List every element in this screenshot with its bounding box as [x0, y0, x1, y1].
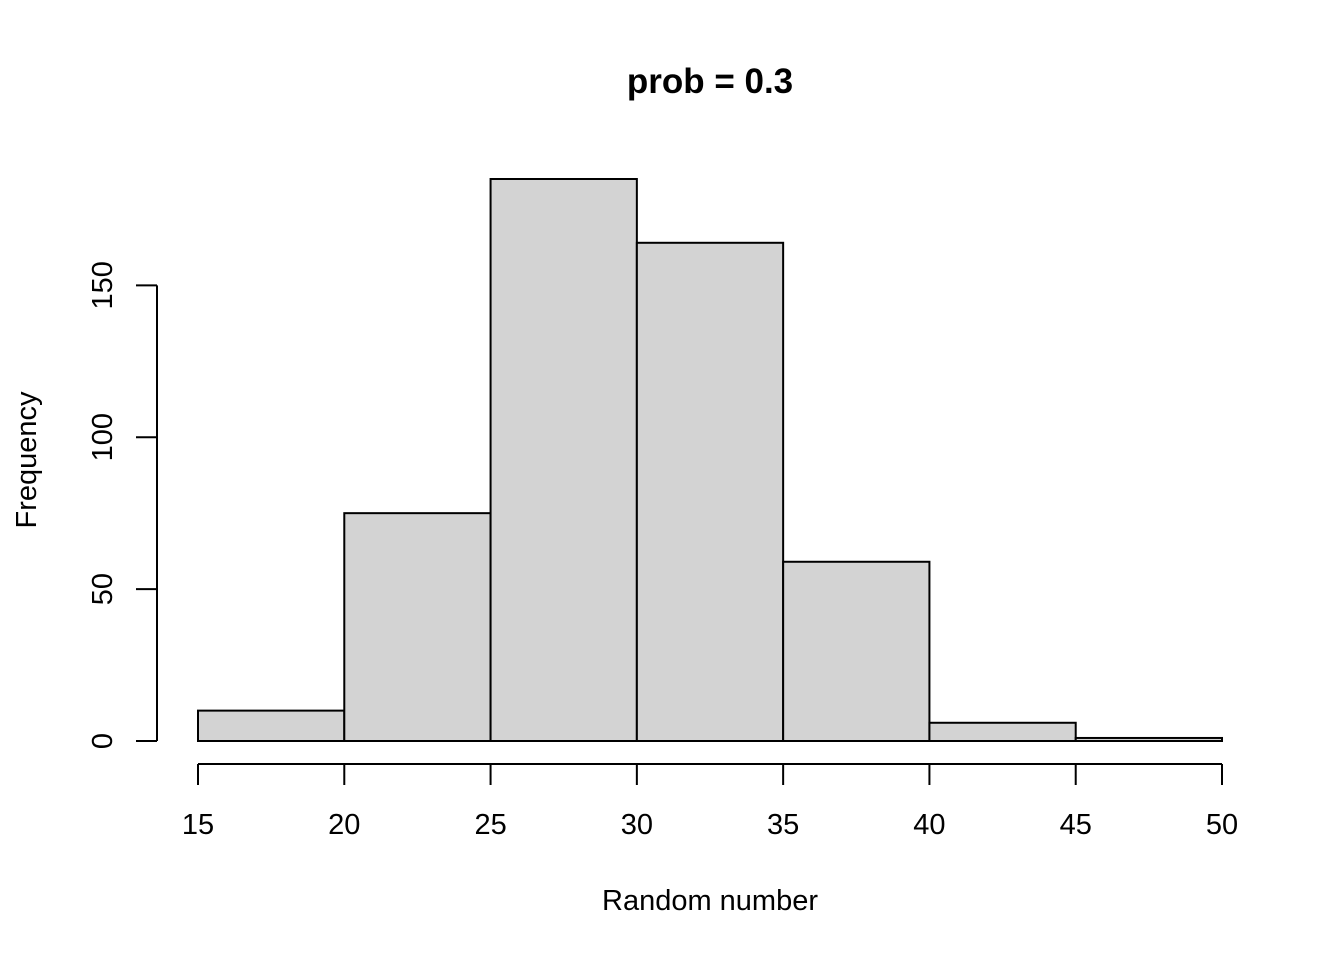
y-axis-label: Frequency: [11, 391, 43, 529]
histogram-bar-40-45: [928, 721, 1077, 742]
x-tick-label: 20: [328, 809, 360, 841]
x-tick-label: 35: [767, 809, 799, 841]
x-tick-label: 50: [1206, 809, 1238, 841]
x-axis-label: Random number: [602, 885, 818, 917]
y-axis: 0 50 100 150: [87, 261, 158, 749]
histogram-bar-15-20: [197, 709, 346, 743]
y-tick-label: 150: [87, 261, 119, 309]
bars-group: [197, 178, 1223, 743]
x-tick-label: 40: [913, 809, 945, 841]
y-tick-label: 0: [87, 733, 119, 749]
x-tick-label: 25: [474, 809, 506, 841]
chart-title: prob = 0.3: [627, 62, 793, 101]
x-tick-label: 30: [621, 809, 653, 841]
histogram-bar-20-25: [343, 512, 492, 743]
histogram-bar-35-40: [782, 560, 931, 743]
histogram-bar-25-30: [489, 178, 638, 742]
x-tick-label: 45: [1060, 809, 1092, 841]
histogram-bar-45-50: [1074, 736, 1223, 742]
x-tick-label: 15: [182, 809, 214, 841]
histogram-bar-30-35: [635, 241, 785, 743]
y-tick-label: 100: [87, 413, 119, 461]
y-tick-label: 50: [87, 573, 119, 605]
x-axis: 15 20 25 30 35 40 45 50: [182, 763, 1238, 841]
